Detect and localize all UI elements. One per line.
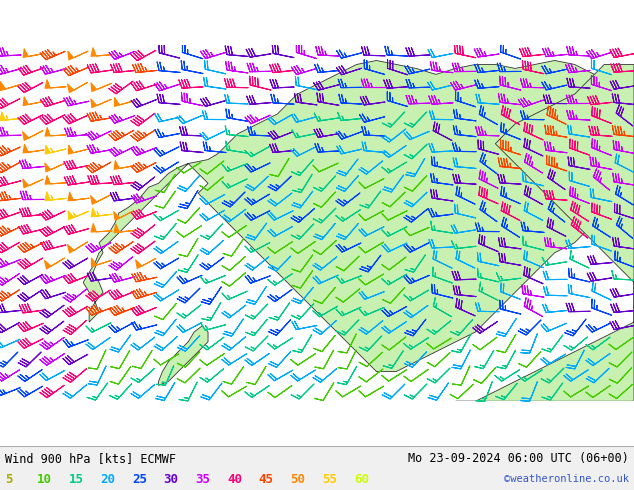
Polygon shape — [158, 326, 208, 386]
Text: 25: 25 — [132, 473, 147, 486]
Polygon shape — [83, 60, 604, 371]
Text: 35: 35 — [195, 473, 210, 486]
Text: 60: 60 — [354, 473, 369, 486]
Text: 5: 5 — [5, 473, 13, 486]
Text: 15: 15 — [68, 473, 84, 486]
Text: 55: 55 — [322, 473, 337, 486]
Text: ©weatheronline.co.uk: ©weatheronline.co.uk — [504, 474, 629, 484]
Text: 30: 30 — [164, 473, 179, 486]
Text: Mo 23-09-2024 06:00 UTC (06+00): Mo 23-09-2024 06:00 UTC (06+00) — [408, 452, 629, 465]
Text: 45: 45 — [259, 473, 274, 486]
Polygon shape — [456, 65, 634, 401]
Text: 40: 40 — [227, 473, 242, 486]
Text: 50: 50 — [290, 473, 306, 486]
Text: 10: 10 — [37, 473, 52, 486]
Text: 20: 20 — [100, 473, 115, 486]
Text: Wind 900 hPa [kts] ECMWF: Wind 900 hPa [kts] ECMWF — [5, 452, 176, 465]
